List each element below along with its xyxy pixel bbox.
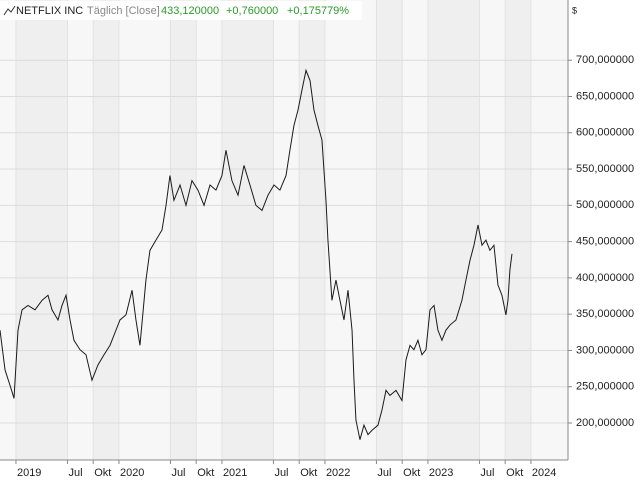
y-tick-label: 550,000000 xyxy=(576,163,634,175)
y-tick-label: 700,000000 xyxy=(576,54,634,66)
x-tick-label: Jul xyxy=(68,467,82,479)
x-tick-label: 2020 xyxy=(120,467,144,479)
y-tick-label: 350,000000 xyxy=(576,308,634,320)
band xyxy=(15,0,68,460)
y-tick-label: 300,000000 xyxy=(576,344,634,356)
y-tick-label: 400,000000 xyxy=(576,272,634,284)
band xyxy=(170,0,197,460)
band xyxy=(93,0,119,460)
period: Täglich [Close] xyxy=(87,5,160,17)
x-tick-label: Jul xyxy=(377,467,391,479)
plot xyxy=(0,68,513,440)
instrument-name: NETFLIX INC xyxy=(16,5,83,17)
x-tick-label: 2019 xyxy=(17,467,41,479)
y-tick-label: 200,000000 xyxy=(576,417,634,429)
change: +0,760000 xyxy=(226,5,278,17)
band xyxy=(299,0,325,460)
last-value: 433,120000 xyxy=(161,5,219,17)
x-tick-label: Jul xyxy=(274,467,288,479)
plot-background xyxy=(0,0,568,460)
x-tick-label: 2023 xyxy=(429,467,453,479)
x-tick-label: Jul xyxy=(171,467,185,479)
line-icon xyxy=(3,5,16,16)
grid xyxy=(0,0,572,464)
y-tick-label: 650,000000 xyxy=(576,90,634,102)
y-unit: $ xyxy=(572,5,577,15)
y-tick-label: 250,000000 xyxy=(576,381,634,393)
x-tick-label: 2021 xyxy=(223,467,247,479)
x-tick-label: Okt xyxy=(506,467,523,479)
x-tick-label: Okt xyxy=(197,467,214,479)
x-tick-label: Okt xyxy=(403,467,420,479)
background-bands xyxy=(0,0,568,460)
y-tick-label: 600,000000 xyxy=(576,127,634,139)
x-tick-label: Okt xyxy=(300,467,317,479)
y-tick-label: 450,000000 xyxy=(576,236,634,248)
x-tick-label: 2024 xyxy=(532,467,556,479)
x-tick-label: Jul xyxy=(480,467,494,479)
band xyxy=(427,0,480,460)
header-box xyxy=(0,1,362,20)
band xyxy=(221,0,274,460)
x-tick-label: 2022 xyxy=(326,467,350,479)
header: NETFLIX INC Täglich [Close] 433,120000 +… xyxy=(0,1,362,20)
x-tick-label: Okt xyxy=(94,467,111,479)
band xyxy=(505,0,531,460)
price-line xyxy=(0,68,513,440)
band xyxy=(376,0,403,460)
y-tick-label: 500,000000 xyxy=(576,199,634,211)
change-percent: +0,175779% xyxy=(287,5,349,17)
